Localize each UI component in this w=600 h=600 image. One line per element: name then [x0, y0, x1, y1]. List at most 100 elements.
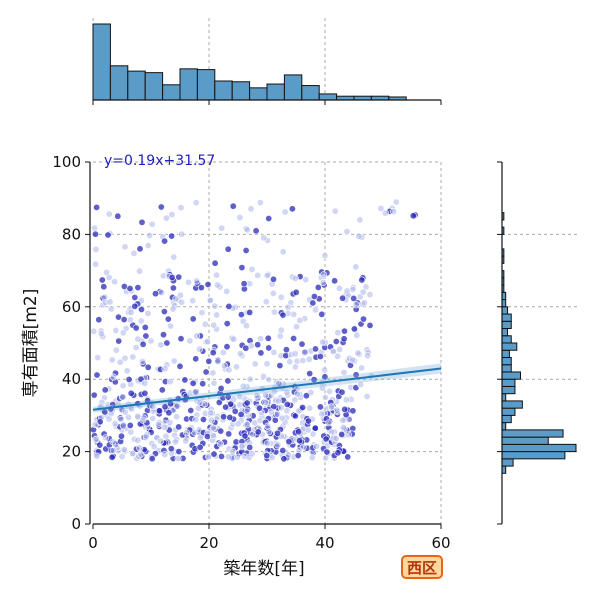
x-hist-bar	[283, 74, 303, 101]
scatter-point	[255, 404, 263, 412]
scatter-point	[270, 348, 278, 356]
scatter-point	[209, 349, 217, 357]
x-hist-bar	[92, 23, 111, 101]
scatter-point	[279, 248, 287, 256]
scatter-point	[93, 452, 101, 460]
scatter-point	[157, 203, 165, 211]
scatter-point	[175, 423, 183, 431]
scatter-point	[284, 451, 292, 459]
scatter-point	[278, 414, 286, 422]
scatter-point	[157, 341, 165, 349]
scatter-point	[100, 283, 108, 291]
scatter-point	[358, 276, 366, 284]
scatter-point	[259, 372, 267, 380]
scatter-point	[90, 391, 98, 399]
scatter-point	[302, 276, 310, 284]
scatter-point	[316, 403, 324, 411]
scatter-point	[309, 430, 317, 438]
scatter-point	[352, 263, 360, 271]
axes: 0 20 40 60 0 20 40 60 80 100	[52, 153, 450, 552]
scatter-point	[132, 324, 140, 332]
scatter-point	[338, 388, 346, 396]
scatter-point	[115, 337, 123, 345]
scatter-point	[134, 284, 142, 292]
y-hist-bar	[501, 306, 509, 315]
scatter-point	[355, 232, 363, 240]
scatter-point	[141, 379, 149, 387]
scatter-point	[288, 205, 296, 213]
scatter-point	[129, 353, 137, 361]
scatter-point	[257, 335, 265, 343]
y-hist-bar	[501, 342, 518, 351]
scatter-point	[197, 284, 205, 292]
scatter-point	[217, 440, 225, 448]
scatter-point	[291, 350, 299, 358]
scatter-point	[107, 305, 115, 313]
scatter-point	[158, 289, 166, 297]
scatter-point	[329, 347, 337, 355]
scatter-point	[260, 234, 268, 242]
scatter-point	[254, 341, 262, 349]
scatter-point	[274, 441, 282, 449]
scatter-point	[243, 322, 251, 330]
scatter-point	[103, 268, 111, 276]
y-hist-bar	[501, 378, 516, 387]
scatter-point	[126, 284, 134, 292]
scatter-point	[226, 413, 234, 421]
scatter-point	[306, 404, 314, 412]
scatter-point	[95, 316, 103, 324]
y-hist-bar	[501, 436, 549, 445]
scatter-point	[125, 375, 133, 383]
scatter-point	[304, 426, 312, 434]
scatter-point	[342, 396, 350, 404]
scatter-point	[243, 399, 251, 407]
scatter-point	[236, 350, 244, 358]
scatter-point	[173, 402, 181, 410]
scatter-point	[331, 277, 339, 285]
scatter-point	[334, 449, 342, 457]
scatter-point	[328, 428, 336, 436]
scatter-point	[98, 276, 106, 284]
scatter-point	[290, 334, 298, 342]
scatter-point	[316, 352, 324, 360]
scatter-point	[112, 346, 120, 354]
scatter-point	[299, 403, 307, 411]
scatter-point	[206, 296, 214, 304]
scatter-point	[227, 400, 235, 408]
scatter-point	[270, 308, 278, 316]
scatter-point	[163, 214, 171, 222]
scatter-point	[192, 416, 200, 424]
scatter-point	[248, 265, 256, 273]
scatter-point	[348, 356, 356, 364]
scatter-point	[155, 420, 163, 428]
scatter-point	[168, 273, 176, 281]
scatter-point	[276, 362, 284, 370]
scatter-point	[240, 280, 248, 288]
scatter-point	[341, 405, 349, 413]
scatter-point	[169, 305, 177, 313]
scatter-point	[263, 452, 271, 460]
scatter-point	[265, 344, 273, 352]
scatter-point	[242, 247, 250, 255]
scatter-point	[263, 360, 271, 368]
scatter-point	[211, 259, 219, 267]
scatter-point	[273, 429, 281, 437]
scatter-point	[198, 309, 206, 317]
scatter-point	[109, 438, 117, 446]
scatter-point	[104, 231, 112, 239]
scatter-point	[209, 432, 217, 440]
scatter-point	[146, 232, 154, 240]
scatter-point	[158, 386, 166, 394]
regression-equation: y=0.19x+31.57	[104, 153, 215, 169]
scatter-point	[127, 308, 135, 316]
scatter-point	[174, 455, 182, 463]
scatter-point	[108, 356, 116, 364]
x-tick-label: 60	[431, 534, 450, 552]
scatter-point	[274, 397, 282, 405]
scatter-point	[205, 357, 213, 365]
scatter-point	[131, 293, 139, 301]
scatter-point	[327, 403, 335, 411]
scatter-point	[321, 252, 329, 260]
scatter-point	[131, 302, 139, 310]
scatter-point	[312, 442, 320, 450]
